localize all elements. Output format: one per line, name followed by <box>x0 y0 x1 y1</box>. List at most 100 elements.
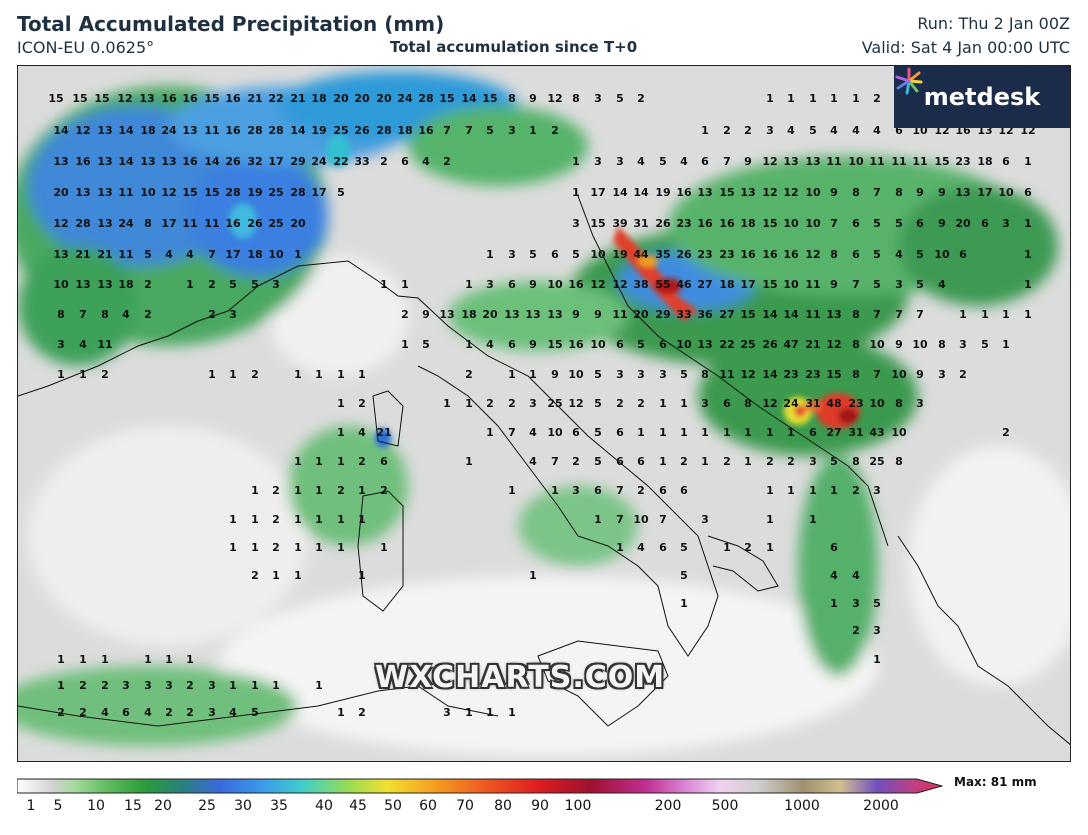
map-value-label: 10 <box>869 338 885 351</box>
map-value-label: 1 <box>165 653 173 666</box>
map-value-label: 16 <box>568 338 584 351</box>
map-value-label: 8 <box>895 186 903 199</box>
map-value-label: 1 <box>229 368 237 381</box>
map-value-label: 6 <box>809 426 817 439</box>
map-value-label: 15 <box>94 92 109 105</box>
map-value-label: 5 <box>830 455 838 468</box>
map-value-label: 1 <box>465 706 473 719</box>
map-value-label: 9 <box>551 368 559 381</box>
chart-title: Total Accumulated Precipitation (mm) <box>17 12 445 36</box>
map-value-label: 1 <box>594 513 602 526</box>
map-value-label: 1 <box>659 426 667 439</box>
map-value-label: 11 <box>805 308 820 321</box>
map-value-label: 1 <box>294 541 302 554</box>
map-value-label: 36 <box>697 308 713 321</box>
map-value-label: 19 <box>655 186 670 199</box>
map-value-label: 6 <box>680 484 688 497</box>
map-value-label: 10 <box>934 248 950 261</box>
map-value-label: 5 <box>594 455 602 468</box>
map-value-label: 18 <box>140 124 155 137</box>
map-value-label: 9 <box>916 368 924 381</box>
map-value-label: 31 <box>805 397 820 410</box>
map-value-label: 2 <box>723 124 731 137</box>
map-value-label: 5 <box>337 186 345 199</box>
map-value-label: 1 <box>57 679 65 692</box>
map-value-label: 6 <box>981 217 989 230</box>
colorbar-tick-label: 25 <box>198 798 216 814</box>
map-value-label: 6 <box>616 455 624 468</box>
map-value-label: 27 <box>826 426 841 439</box>
map-value-label: 5 <box>251 278 259 291</box>
map-value-label: 8 <box>144 217 152 230</box>
map-value-label: 1 <box>294 248 302 261</box>
map-value-label: 1 <box>358 484 366 497</box>
map-value-label: 4 <box>101 706 109 719</box>
map-value-label: 1 <box>486 248 494 261</box>
map-value-label: 1 <box>229 679 237 692</box>
map-value-label: 9 <box>572 308 580 321</box>
map-value-label: 12 <box>762 397 777 410</box>
map-value-label: 7 <box>616 484 624 497</box>
map-value-label: 5 <box>680 368 688 381</box>
map-value-label: 2 <box>208 278 216 291</box>
map-value-label: 5 <box>422 338 430 351</box>
map-value-label: 6 <box>830 541 838 554</box>
map-value-label: 10 <box>590 248 606 261</box>
map-value-label: 5 <box>486 124 494 137</box>
map-value-label: 18 <box>740 217 755 230</box>
map-value-label: 1 <box>337 706 345 719</box>
map-value-label: 28 <box>268 124 283 137</box>
value-labels: 15 15 15 12 13 16 16 15 16 21 22 21 18 20 20 20 24 28 15 14… <box>48 92 1035 719</box>
map-value-label: 29 <box>290 155 305 168</box>
map-value-label: 1 <box>57 368 65 381</box>
map-value-label: 9 <box>830 186 838 199</box>
map-value-label: 2 <box>272 513 280 526</box>
map-value-label: 10 <box>547 426 563 439</box>
map-value-label: 6 <box>1024 186 1032 199</box>
map-value-label: 5 <box>529 248 537 261</box>
map-value-label: 15 <box>762 217 777 230</box>
map-value-label: 26 <box>762 338 778 351</box>
map-value-label: 9 <box>744 155 752 168</box>
map-value-label: 35 <box>655 248 670 261</box>
map-value-label: 12 <box>568 397 583 410</box>
map-value-label: 1 <box>1024 248 1032 261</box>
map-value-label: 3 <box>572 484 580 497</box>
map-value-label: 16 <box>225 92 241 105</box>
map-value-label: 3 <box>659 368 667 381</box>
map-value-label: 9 <box>895 338 903 351</box>
map-value-label: 10 <box>998 186 1014 199</box>
map-value-label: 31 <box>848 426 863 439</box>
map-value-label: 10 <box>805 217 821 230</box>
map-value-label: 6 <box>852 248 860 261</box>
map-value-label: 4 <box>165 248 173 261</box>
map-value-label: 13 <box>161 155 176 168</box>
map-value-label: 1 <box>186 278 194 291</box>
map-value-label: 1 <box>229 513 237 526</box>
map-value-label: 2 <box>101 679 109 692</box>
map-value-label: 6 <box>508 278 516 291</box>
map-value-label: 1 <box>616 541 624 554</box>
map-value-label: 3 <box>873 484 881 497</box>
map-value-label: 6 <box>1002 155 1010 168</box>
colorbar-tick-label: 1 <box>26 798 36 814</box>
map-value-label: 17 <box>740 278 755 291</box>
map-value-label: 16 <box>182 155 198 168</box>
watermark: WXCHARTS.COM <box>375 660 666 695</box>
map-value-label: 15 <box>204 92 219 105</box>
map-value-label: 21 <box>290 92 305 105</box>
map-value-label: 1 <box>337 513 345 526</box>
map-value-label: 5 <box>895 217 903 230</box>
map-value-label: 6 <box>616 338 624 351</box>
map-value-label: 5 <box>680 569 688 582</box>
map-value-label: 1 <box>294 569 302 582</box>
map-value-label: 18 <box>719 278 734 291</box>
map-value-label: 17 <box>311 186 326 199</box>
map-value-label: 44 <box>633 248 649 261</box>
map-value-label: 1 <box>787 484 795 497</box>
map-value-label: 8 <box>701 368 709 381</box>
precipitation-map[interactable]: 15 15 15 12 13 16 16 15 16 21 22 21 18 20 20 20 24 28 15 14… <box>17 65 1071 762</box>
map-value-label: 2 <box>337 484 345 497</box>
map-value-label: 21 <box>75 248 90 261</box>
map-value-label: 24 <box>397 92 413 105</box>
